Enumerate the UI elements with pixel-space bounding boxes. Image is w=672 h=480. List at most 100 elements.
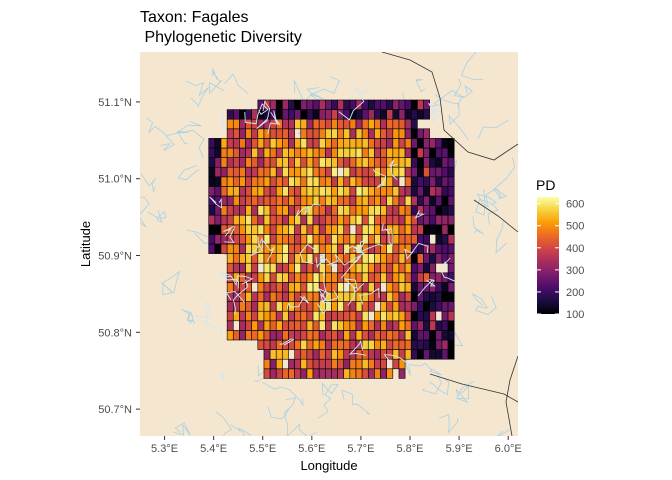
pd-cell	[312, 99, 320, 110]
pd-cell	[294, 349, 302, 360]
pd-cell	[306, 320, 314, 331]
pd-cell	[337, 358, 345, 370]
pd-cell	[318, 109, 326, 120]
waterways-overlay	[195, 85, 459, 383]
pd-cell	[325, 310, 332, 322]
waterway-overlay	[316, 287, 339, 304]
pd-cell	[398, 99, 406, 110]
pd-cell	[447, 166, 455, 178]
pd-cell	[245, 310, 252, 322]
pd-cell	[380, 358, 387, 370]
pd-cell	[294, 147, 302, 158]
pd-cell	[226, 310, 234, 322]
x-axis-title: Longitude	[300, 458, 357, 473]
pd-cell	[325, 272, 332, 283]
pd-cell	[294, 195, 302, 206]
pd-cell	[288, 272, 295, 283]
pd-cell	[447, 214, 455, 226]
pd-cell	[257, 157, 265, 168]
pd-cell	[447, 157, 455, 168]
legend-ticks: 600 500 400 300 200 100	[537, 199, 584, 321]
pd-cell	[294, 291, 302, 302]
pd-cell	[232, 166, 240, 178]
pd-cell	[269, 214, 277, 226]
pd-cell	[398, 128, 406, 139]
pd-cell	[312, 358, 320, 370]
pd-cell	[417, 320, 424, 331]
pd-cell	[269, 224, 277, 235]
pd-cell	[288, 253, 295, 264]
pd-cell	[220, 147, 228, 158]
waterway-overlay	[441, 257, 459, 284]
pd-cell	[337, 138, 345, 149]
pd-cell	[239, 176, 246, 187]
pd-cell	[275, 320, 283, 331]
pd-cell	[282, 262, 289, 274]
pd-cell	[300, 320, 308, 331]
pd-cell	[269, 195, 277, 206]
pd-cell	[361, 99, 369, 110]
pd-cell	[257, 186, 265, 197]
waterway-overlay	[343, 278, 365, 306]
pd-cell	[318, 243, 326, 254]
pd-cell	[404, 234, 412, 245]
pd-cell	[343, 157, 351, 168]
pd-cell	[331, 243, 338, 254]
pd-cell	[288, 243, 295, 254]
pd-cell	[275, 282, 283, 293]
pd-cell	[294, 99, 302, 110]
pd-cell	[208, 243, 216, 254]
pd-cell	[404, 147, 412, 158]
pd-cell	[398, 186, 406, 197]
pd-cell	[410, 224, 418, 235]
pd-cell	[257, 147, 265, 158]
pd-cell	[447, 262, 455, 274]
pd-cell	[325, 99, 332, 110]
pd-cell	[423, 339, 430, 350]
pd-cell	[417, 99, 424, 110]
pd-cell	[325, 166, 332, 178]
waterway-overlay	[224, 275, 254, 287]
pd-cell	[355, 109, 363, 120]
pd-cell	[282, 118, 289, 130]
pd-cell	[325, 282, 332, 293]
waterway	[495, 221, 508, 254]
waterway-overlay	[388, 159, 398, 180]
waterway	[493, 157, 516, 199]
pd-cell	[386, 147, 394, 158]
pd-cell	[349, 166, 357, 178]
waterway-overlay	[414, 210, 426, 219]
pd-cell	[367, 128, 375, 139]
pd-cell	[435, 138, 443, 149]
pd-cell	[429, 138, 437, 149]
pd-cell	[288, 118, 295, 130]
pd-cell	[239, 224, 246, 235]
pd-cell	[447, 320, 455, 331]
pd-cell	[306, 176, 314, 187]
pd-cell	[269, 138, 277, 149]
pd-cell	[300, 214, 308, 226]
pd-cell	[386, 176, 394, 187]
pd-cell	[214, 243, 222, 254]
pd-cell	[435, 243, 443, 254]
pd-cell	[337, 118, 345, 130]
waterway	[415, 79, 426, 93]
pd-cell	[257, 176, 265, 187]
pd-cell	[312, 282, 320, 293]
pd-cell	[282, 368, 289, 379]
pd-cell	[318, 138, 326, 149]
pd-cell	[337, 147, 345, 158]
pd-cell	[257, 310, 265, 322]
pd-cell	[257, 320, 265, 331]
pd-cell	[337, 243, 345, 254]
pd-cell	[269, 282, 277, 293]
pd-cell	[325, 234, 332, 245]
pd-cell	[282, 186, 289, 197]
pd-cell	[361, 128, 369, 139]
pd-cell	[435, 176, 443, 187]
pd-cell	[355, 138, 363, 149]
pd-cell	[245, 320, 252, 331]
pd-cell	[361, 234, 369, 245]
pd-cell	[325, 186, 332, 197]
waterway	[215, 411, 233, 436]
